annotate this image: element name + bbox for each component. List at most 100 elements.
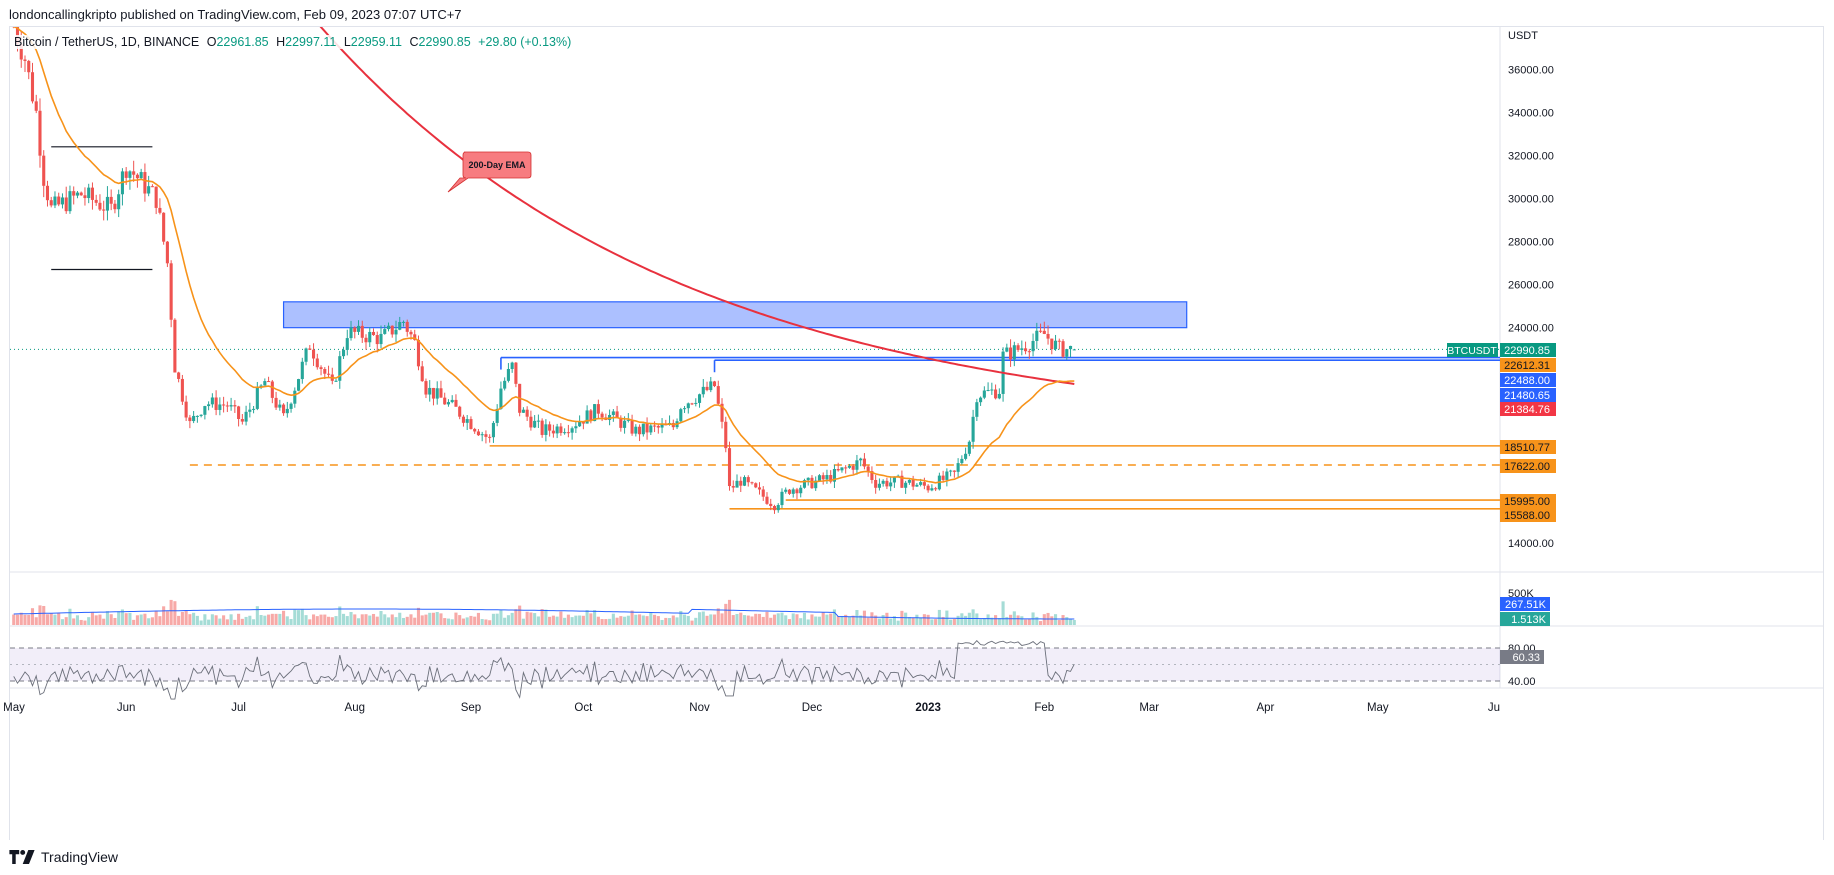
volume-bar xyxy=(971,609,975,625)
volume-bar xyxy=(90,612,94,625)
candle xyxy=(776,503,780,513)
candle-body xyxy=(795,489,799,494)
candle-body xyxy=(967,441,971,454)
candle-body xyxy=(724,421,728,449)
candle-body xyxy=(1050,338,1054,350)
volume-bar xyxy=(162,606,166,625)
volume-bar xyxy=(829,613,833,625)
volume-bar xyxy=(581,615,585,625)
candle-body xyxy=(192,415,196,422)
candle-body xyxy=(180,378,184,402)
candle-body xyxy=(45,185,50,201)
candle-body xyxy=(548,424,552,431)
candle-body xyxy=(514,362,518,384)
candle-body xyxy=(274,397,278,408)
candle xyxy=(739,476,743,493)
candle xyxy=(1005,343,1009,353)
symbol-name[interactable]: Bitcoin / TetherUS, 1D, BINANCE xyxy=(14,35,200,49)
volume-bar xyxy=(413,617,417,625)
candle-body xyxy=(195,415,199,417)
candle-body xyxy=(30,72,35,102)
volume-bar xyxy=(364,614,368,625)
candle-body xyxy=(611,411,615,415)
candle xyxy=(248,402,252,418)
candle xyxy=(690,402,694,406)
volume-bar xyxy=(802,612,807,625)
volume-bar xyxy=(169,599,173,625)
volume-bar xyxy=(997,618,1001,625)
volume-bar xyxy=(270,613,274,625)
time-tick-label: Oct xyxy=(574,702,593,714)
ma20-line[interactable] xyxy=(13,27,1075,484)
candle-body xyxy=(757,487,762,490)
candle-body xyxy=(315,358,319,368)
volume-bar xyxy=(188,614,192,625)
candle-body xyxy=(473,428,477,432)
volume-bar xyxy=(311,614,316,625)
candle-body xyxy=(956,463,960,472)
volume-bar xyxy=(484,619,488,625)
tradingview-logo-icon xyxy=(9,850,35,864)
candle xyxy=(143,163,147,202)
price-label-bg xyxy=(1500,388,1556,402)
volume-bar xyxy=(772,614,777,625)
ema200-line[interactable] xyxy=(14,0,1075,385)
candle xyxy=(353,326,357,339)
candle-body xyxy=(581,421,585,424)
candle-body xyxy=(964,453,968,459)
candle xyxy=(926,484,930,493)
volume-bar xyxy=(323,614,327,625)
time-tick-label: Nov xyxy=(689,702,710,714)
candle-body xyxy=(38,110,42,156)
candle xyxy=(12,27,16,29)
candle-body xyxy=(428,387,432,395)
candle-body xyxy=(263,381,267,386)
candle xyxy=(188,414,192,429)
candle xyxy=(87,183,91,204)
candle-body xyxy=(1057,340,1061,342)
candle-body xyxy=(952,470,956,472)
volume-bar xyxy=(386,617,391,625)
volume-bar xyxy=(94,615,98,625)
candle-body xyxy=(649,425,653,433)
volume-bar xyxy=(225,619,229,625)
candle-body xyxy=(469,419,473,429)
volume-bar xyxy=(38,605,42,625)
volume-bar xyxy=(222,615,226,625)
volume-bar xyxy=(42,605,46,625)
candle-body xyxy=(529,416,533,428)
volume-bar xyxy=(705,615,709,625)
candle-body xyxy=(900,475,904,488)
price-axis[interactable]: USDT 36000.00 34000.00 32000.00 30000.00 2800… xyxy=(1508,30,1554,550)
volume-bar xyxy=(634,614,638,625)
candle-body xyxy=(589,410,593,422)
candle xyxy=(997,388,1001,400)
candle xyxy=(559,423,563,436)
volume-bar xyxy=(623,616,627,625)
volume-bar xyxy=(252,619,256,625)
volume-label-bg xyxy=(1500,612,1550,626)
price-label-bg xyxy=(1500,373,1556,387)
candle-body xyxy=(551,430,555,434)
time-tick-label: Feb xyxy=(1034,702,1054,714)
candle xyxy=(563,428,567,435)
candle xyxy=(192,411,196,424)
candle-body xyxy=(248,409,252,412)
rsi-line xyxy=(13,640,1075,700)
candle xyxy=(98,194,102,211)
candle xyxy=(1027,348,1031,359)
candle-body xyxy=(458,406,462,417)
candle xyxy=(1057,338,1061,350)
candle xyxy=(1061,339,1065,359)
volume-bar xyxy=(937,609,941,625)
time-tick-label: Aug xyxy=(345,702,365,714)
ema200-annotation[interactable]: 200-Day EMA xyxy=(447,151,532,193)
volume-bar xyxy=(300,608,304,625)
price-tick-label: 24000.00 xyxy=(1508,323,1554,335)
price-tick-label: 26000.00 xyxy=(1508,280,1554,292)
candle-body xyxy=(682,408,687,410)
candle xyxy=(877,478,881,491)
supply-zone[interactable] xyxy=(282,301,1188,329)
candle xyxy=(207,401,211,411)
